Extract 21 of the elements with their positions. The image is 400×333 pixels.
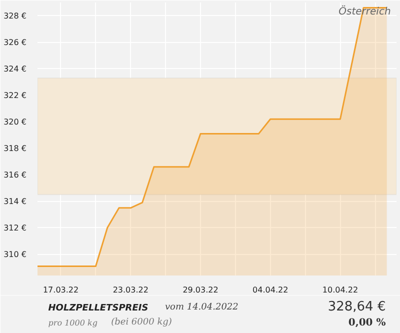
y-tick-label: 314 € bbox=[4, 196, 27, 206]
x-tick-label: 04.04.22 bbox=[252, 286, 288, 294]
y-tick-label: 316 € bbox=[4, 170, 27, 180]
y-tick-label: 326 € bbox=[4, 38, 27, 47]
x-tick-label: 17.03.22 bbox=[42, 286, 79, 294]
text: 328,64 € bbox=[328, 300, 386, 314]
text: 0,00 % bbox=[348, 318, 386, 328]
x-tick-label: 23.03.22 bbox=[112, 286, 148, 294]
text: vom 14.04.2022 bbox=[164, 302, 239, 312]
text: (bei 6000 kg) bbox=[111, 318, 172, 328]
x-tick-label: 29.03.22 bbox=[182, 286, 218, 294]
y-tick-label: 320 € bbox=[4, 117, 27, 126]
y-tick-label: 318 € bbox=[4, 144, 27, 153]
y-tick-label: 310 € bbox=[4, 250, 27, 259]
y-tick-label: 328 € bbox=[4, 11, 27, 20]
y-tick-label: 322 € bbox=[4, 90, 27, 100]
y-tick-label: 324 € bbox=[4, 64, 27, 74]
x-tick-label: 10.04.22 bbox=[322, 286, 358, 294]
text: HOLZPELLETSPREIS bbox=[48, 304, 148, 314]
text: pro 1000 kg bbox=[48, 318, 98, 328]
y-tick-label: 312 € bbox=[4, 223, 27, 232]
